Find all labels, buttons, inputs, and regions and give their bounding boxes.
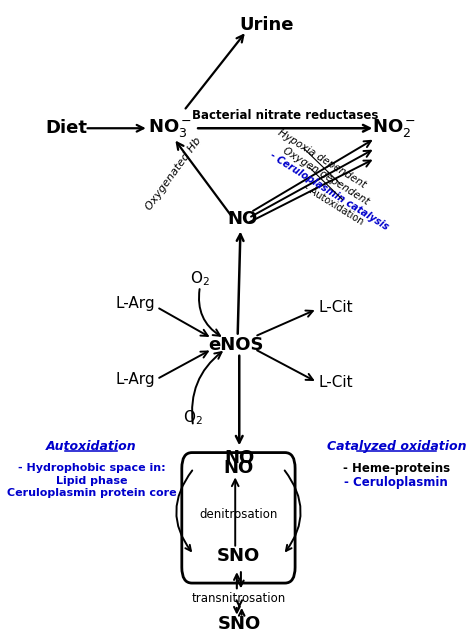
Text: transnitrosation: transnitrosation — [192, 592, 286, 605]
Text: O$_2$: O$_2$ — [183, 409, 203, 427]
Text: Lipid phase: Lipid phase — [56, 476, 128, 486]
Text: Urine: Urine — [239, 16, 294, 34]
Text: Oxygenated Hb: Oxygenated Hb — [144, 135, 203, 211]
Text: SNO: SNO — [217, 547, 260, 565]
Text: Bacterial nitrate reductases: Bacterial nitrate reductases — [192, 108, 378, 122]
Text: Hypoxia dependent: Hypoxia dependent — [276, 127, 368, 190]
Text: - Autoxidation: - Autoxidation — [302, 182, 365, 227]
Text: - Hydrophobic space in:: - Hydrophobic space in: — [18, 463, 165, 473]
Text: Ceruloplasmin protein core: Ceruloplasmin protein core — [7, 489, 176, 498]
Text: L-Arg: L-Arg — [116, 296, 155, 311]
Text: - Heme-proteins: - Heme-proteins — [343, 462, 450, 475]
Text: NO: NO — [223, 459, 254, 477]
Text: denitrosation: denitrosation — [199, 508, 278, 520]
Text: - Ceruloplasmin: - Ceruloplasmin — [345, 476, 448, 489]
Text: Oxygen dependent: Oxygen dependent — [281, 145, 371, 206]
Text: Diet: Diet — [46, 119, 88, 137]
Text: O$_2$: O$_2$ — [190, 269, 210, 288]
Text: Catalyzed oxidation: Catalyzed oxidation — [327, 440, 466, 454]
Text: NO$_2^-$: NO$_2^-$ — [372, 117, 416, 140]
Text: SNO: SNO — [218, 615, 261, 633]
Text: NO: NO — [224, 448, 255, 467]
Text: NO: NO — [228, 210, 258, 228]
FancyBboxPatch shape — [182, 452, 295, 583]
Text: Autoxidation: Autoxidation — [46, 440, 136, 454]
Text: L-Arg: L-Arg — [116, 371, 155, 387]
Text: L-Cit: L-Cit — [318, 299, 353, 315]
Text: eNOS: eNOS — [209, 336, 264, 354]
Text: - Ceruloplasmin catalysis: - Ceruloplasmin catalysis — [268, 150, 391, 232]
Text: L-Cit: L-Cit — [318, 375, 353, 390]
Text: NO$_3^-$: NO$_3^-$ — [147, 117, 192, 140]
